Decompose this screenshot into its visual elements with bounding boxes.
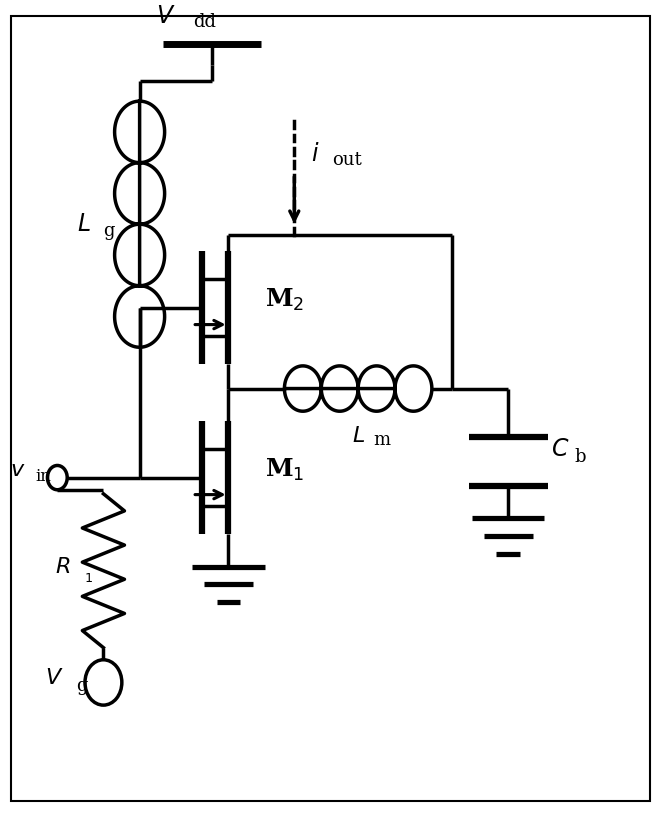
Text: $C$: $C$ [551, 438, 569, 461]
Text: $L$: $L$ [352, 425, 365, 447]
Text: M$_2$: M$_2$ [264, 286, 304, 313]
Text: $i$: $i$ [311, 142, 319, 165]
Text: g: g [76, 677, 87, 695]
Text: m: m [373, 431, 391, 449]
Text: in: in [35, 469, 51, 485]
Text: $_1$: $_1$ [85, 566, 93, 584]
Text: out: out [332, 152, 362, 170]
Text: g: g [103, 222, 114, 240]
Text: dd: dd [194, 13, 217, 31]
Text: $v$: $v$ [10, 459, 26, 481]
Text: $V$: $V$ [156, 4, 176, 29]
Text: $R$: $R$ [55, 556, 70, 578]
Text: M$_1$: M$_1$ [264, 456, 304, 482]
Text: $V$: $V$ [45, 667, 63, 689]
Text: b: b [574, 448, 586, 466]
Text: $L$: $L$ [77, 212, 91, 236]
